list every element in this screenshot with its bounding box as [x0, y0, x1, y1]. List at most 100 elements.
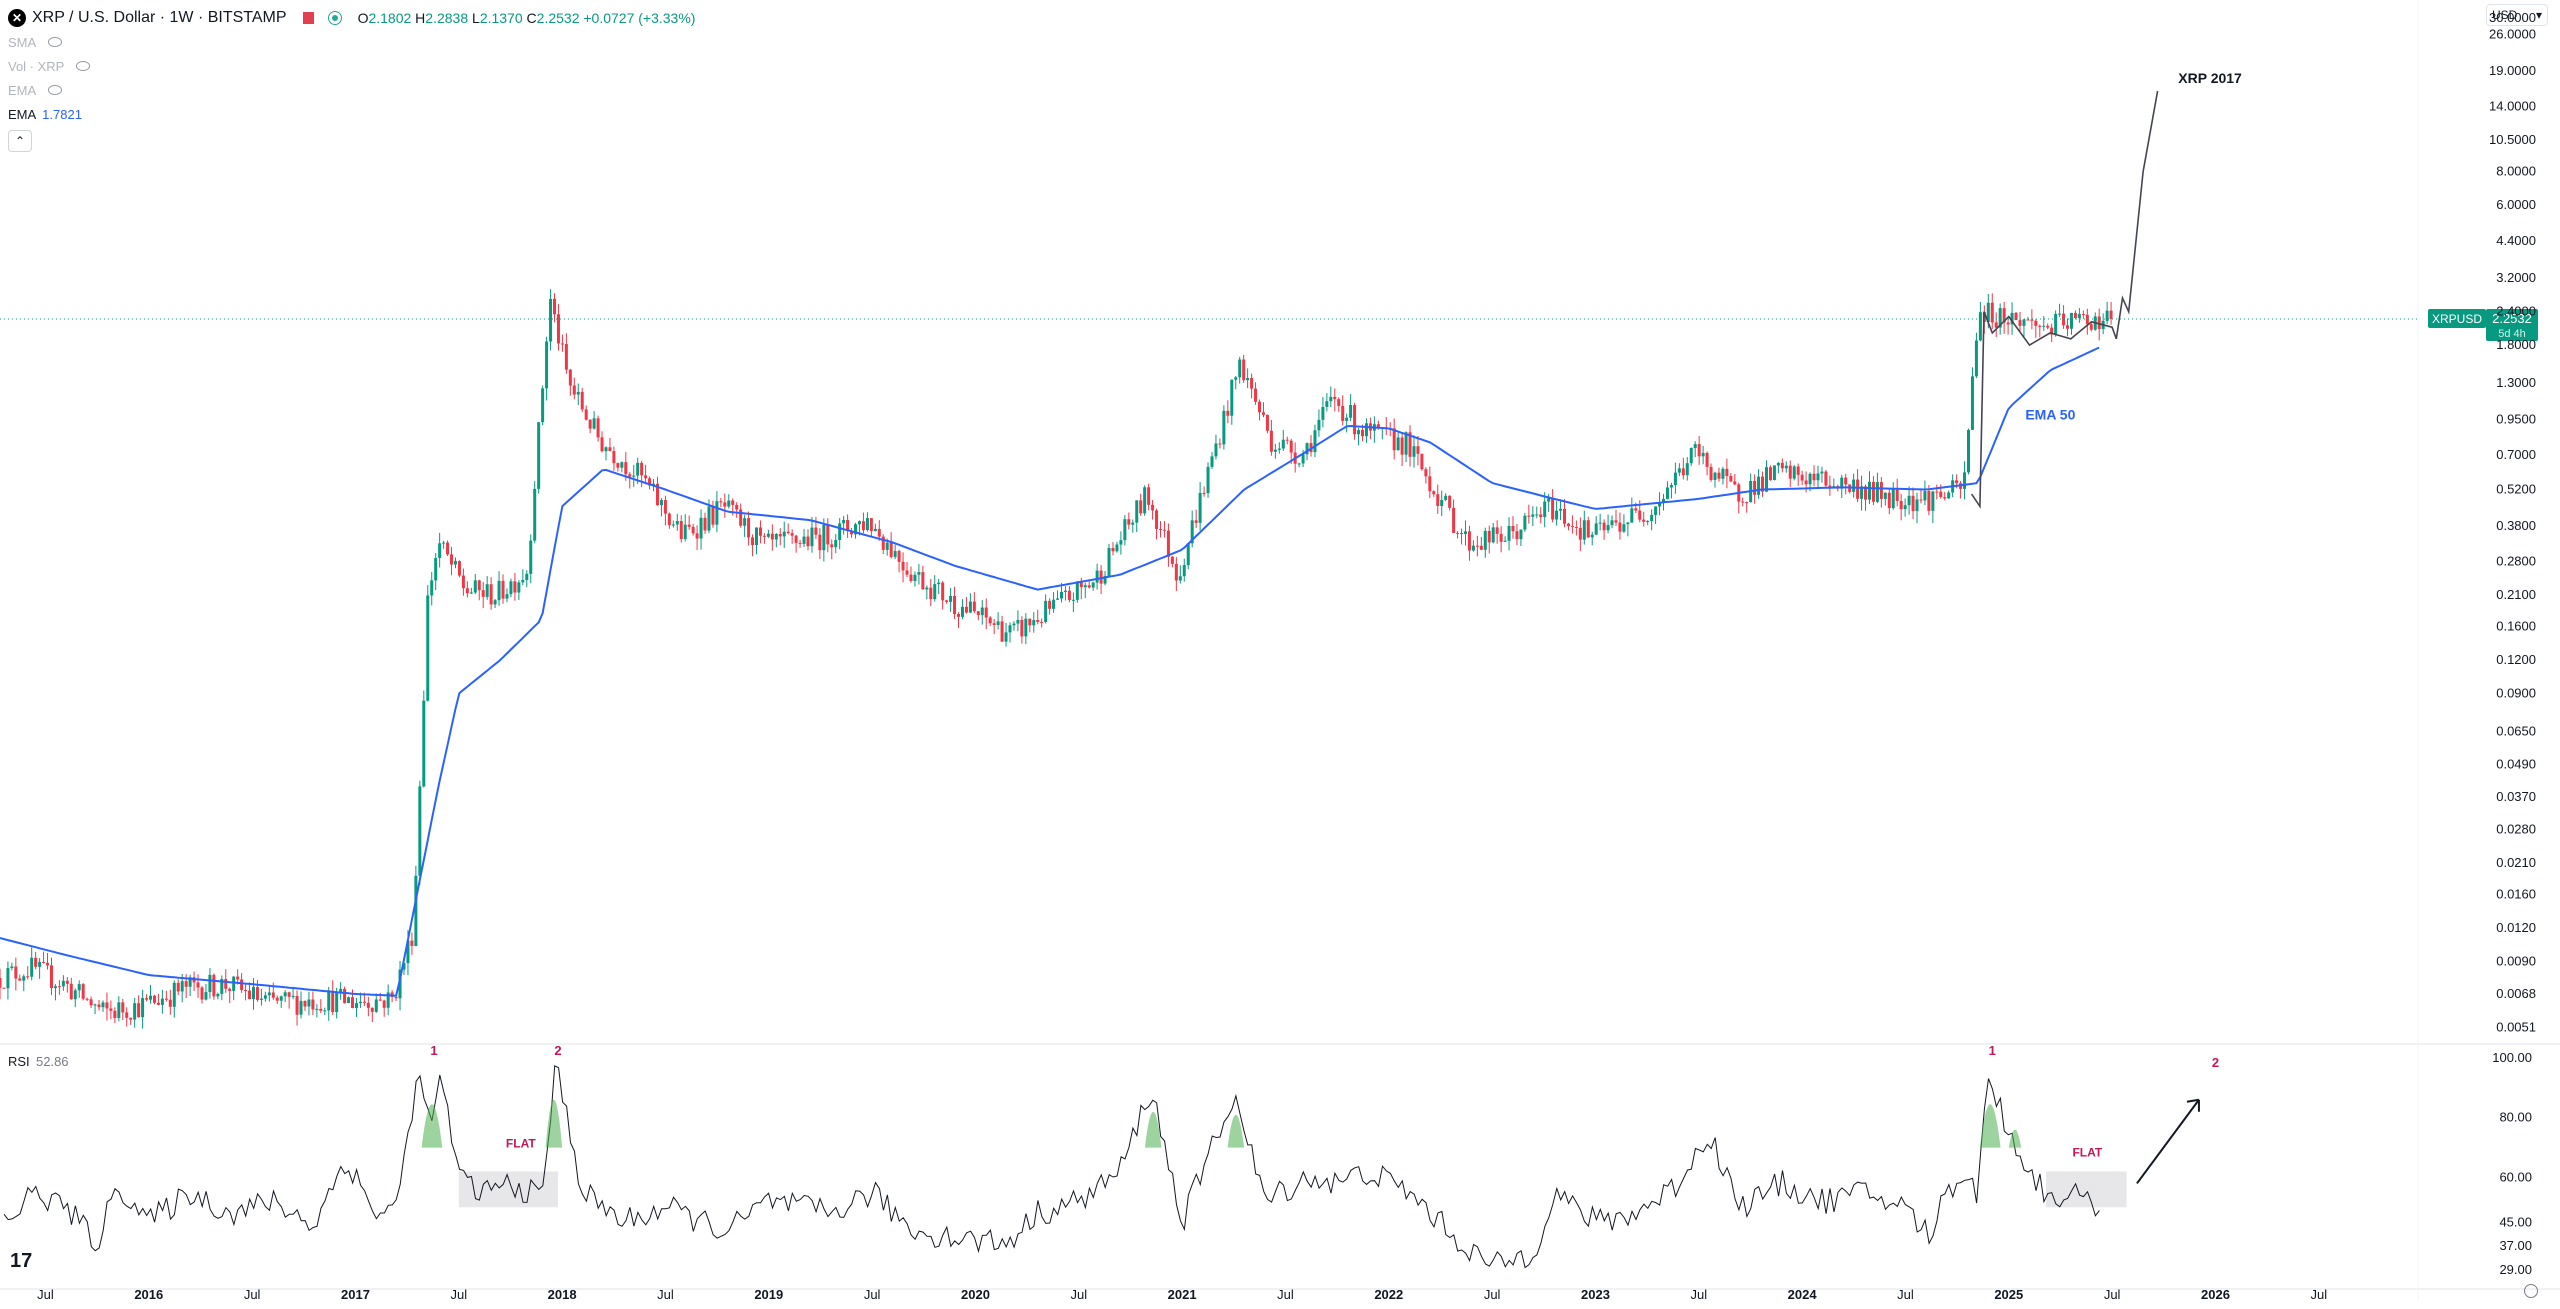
- rsi-legend-name: RSI: [8, 1054, 30, 1069]
- candle-body: [1170, 556, 1174, 564]
- candle-body: [358, 1001, 362, 1004]
- candle-body: [1780, 462, 1784, 469]
- candle-body: [933, 584, 937, 600]
- candle-body: [1630, 508, 1634, 523]
- candle-body: [2069, 312, 2073, 329]
- rsi-overbought-peak: [1144, 1111, 1162, 1148]
- candle-body: [1871, 481, 1875, 502]
- candle-body: [1721, 468, 1725, 479]
- candle-body: [663, 500, 667, 514]
- high-label: H: [415, 10, 426, 26]
- candle-body: [715, 501, 719, 525]
- eye-hidden-icon[interactable]: [48, 37, 63, 47]
- candle-body: [6, 968, 10, 989]
- candle-body: [430, 580, 434, 596]
- symbol-price-tag[interactable]: [2428, 309, 2486, 329]
- candle-body: [1123, 519, 1127, 541]
- candle-body: [822, 524, 826, 551]
- candle-body: [1761, 476, 1765, 492]
- flag-icon[interactable]: [302, 12, 314, 24]
- candle-body: [1733, 481, 1737, 485]
- candle-body: [1261, 412, 1265, 415]
- currency-selector[interactable]: USD ▾: [2486, 4, 2548, 26]
- candle-body: [1182, 565, 1186, 577]
- candle-body: [212, 974, 216, 997]
- candle-body: [2014, 312, 2018, 321]
- candle-body: [877, 528, 881, 537]
- rsi-legend-value: 52.86: [36, 1054, 69, 1069]
- candle-body: [216, 993, 220, 997]
- candle-body: [525, 573, 529, 580]
- candle-body: [1875, 482, 1879, 502]
- candle-body: [1788, 465, 1792, 479]
- candle-body: [2054, 313, 2058, 335]
- candle-body: [881, 536, 885, 550]
- indicator-ema[interactable]: EMA 1.7821: [8, 102, 695, 126]
- candle-body: [1887, 492, 1891, 509]
- candle-body: [1507, 525, 1511, 541]
- candle-body: [1218, 443, 1222, 445]
- candle-body: [1844, 477, 1848, 485]
- candle-body: [1531, 514, 1535, 517]
- time-axis-tick-label: 2024: [1788, 1287, 1818, 1302]
- collapse-legend-button[interactable]: ⌃: [8, 130, 32, 152]
- candle-body: [861, 521, 865, 531]
- candle-body: [331, 990, 335, 1013]
- last-price-value: 2.2532: [2492, 311, 2532, 326]
- candle-body: [600, 437, 604, 452]
- candle-body: [1947, 492, 1951, 499]
- rsi-annotation-label: 1: [430, 1043, 437, 1058]
- eye-hidden-icon[interactable]: [48, 85, 63, 95]
- candle-body: [1087, 585, 1091, 588]
- indicator-sma[interactable]: SMA: [8, 30, 695, 54]
- candle-body: [1444, 495, 1448, 500]
- candle-body: [980, 607, 984, 616]
- candle-body: [141, 998, 145, 1018]
- candle-body: [1487, 530, 1491, 543]
- candle-body: [1764, 467, 1768, 492]
- candle-body: [299, 1000, 303, 1015]
- candle-body: [497, 580, 501, 601]
- indicator-ema-hidden[interactable]: EMA: [8, 78, 695, 102]
- candle-body: [283, 992, 287, 997]
- candle-body: [49, 965, 53, 989]
- candle-body: [1317, 419, 1321, 431]
- rsi-annotation-label: 2: [554, 1043, 561, 1058]
- candle-body: [1424, 469, 1428, 477]
- candle-body: [806, 536, 810, 547]
- candle-body: [57, 986, 61, 988]
- last-price-tag[interactable]: [2486, 309, 2538, 342]
- eye-hidden-icon[interactable]: [76, 61, 91, 71]
- candle-body: [826, 524, 830, 545]
- time-axis-tick-label: 2018: [548, 1287, 577, 1302]
- candle-body: [1610, 520, 1614, 526]
- time-axis-tick-label: Jul: [37, 1287, 54, 1302]
- candle-body: [810, 527, 814, 547]
- indicator-volume[interactable]: Vol · XRP: [8, 54, 695, 78]
- candle-body: [2042, 325, 2046, 327]
- symbol-info[interactable]: ✕ XRP / U.S. Dollar · 1W · BITSTAMP: [8, 9, 287, 27]
- candle-body: [731, 500, 735, 505]
- price-axis-tick-label: 0.0210: [2496, 855, 2536, 870]
- candle-body: [1115, 544, 1119, 552]
- candle-body: [1966, 429, 1970, 473]
- time-axis-tick-label: 2026: [2201, 1287, 2230, 1302]
- candle-body: [1004, 632, 1008, 642]
- candle-body: [271, 992, 275, 998]
- market-status-icon[interactable]: [327, 11, 342, 25]
- candle-body: [782, 531, 786, 537]
- price-axis-tick-label: 0.0370: [2496, 789, 2536, 804]
- candle-body: [65, 980, 69, 984]
- tradingview-logo-icon[interactable]: 17: [10, 1250, 33, 1272]
- gear-icon[interactable]: [2524, 1284, 2538, 1298]
- candle-body: [287, 992, 291, 997]
- candle-body: [160, 998, 164, 1005]
- time-axis-tick-label: Jul: [657, 1287, 674, 1302]
- candle-body: [327, 990, 331, 1011]
- candle-body: [1285, 439, 1289, 441]
- candle-body: [1574, 526, 1578, 528]
- candle-body: [1919, 499, 1923, 501]
- candle-body: [711, 506, 715, 525]
- candle-body: [834, 539, 838, 548]
